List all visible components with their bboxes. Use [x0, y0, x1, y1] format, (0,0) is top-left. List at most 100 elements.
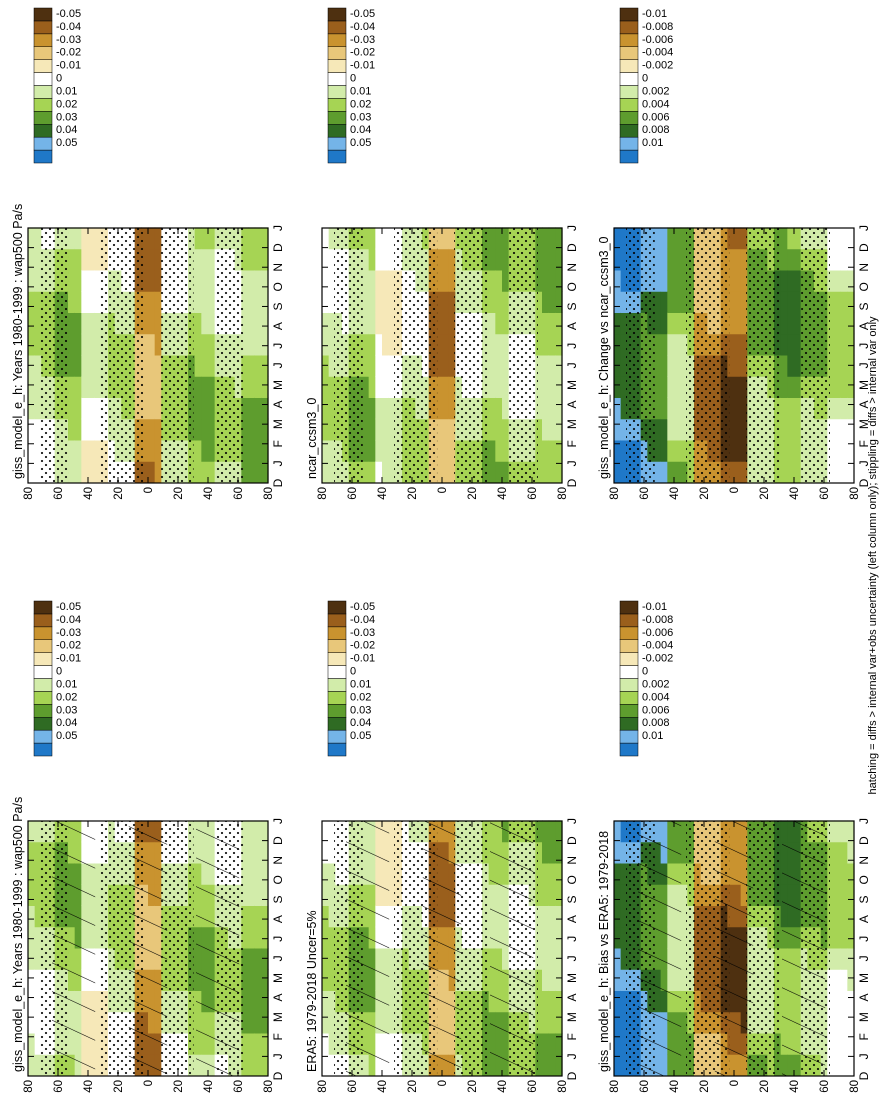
heat-cell	[261, 269, 269, 292]
heat-cell	[322, 248, 330, 271]
heat-cell	[834, 376, 842, 398]
chart-title: giss_model_e_h: Change vs ncar_ccsm3_0	[597, 236, 611, 479]
heat-cell	[88, 227, 96, 250]
heat-cell	[840, 376, 848, 398]
heat-cell	[542, 884, 550, 906]
heat-cell	[834, 1011, 842, 1034]
heat-cell	[368, 312, 376, 335]
heat-cell	[734, 354, 742, 377]
x-tick-label: N	[857, 856, 871, 865]
heat-cell	[555, 354, 563, 377]
heat-cell	[834, 397, 842, 420]
heat-cell	[208, 354, 216, 377]
heat-cell	[654, 269, 662, 292]
colorbar-swatch	[327, 85, 347, 99]
heat-cell	[261, 841, 269, 864]
x-tick-label: D	[271, 1071, 285, 1080]
heat-cell	[28, 439, 36, 462]
heat-cell	[614, 461, 622, 483]
colorbar-swatch	[327, 613, 347, 628]
stipple-region	[454, 228, 488, 483]
heat-cell	[28, 862, 36, 885]
heat-cell	[68, 269, 76, 292]
heat-cell	[847, 376, 855, 398]
colorbar-label: -0.01	[350, 653, 375, 665]
x-tick-label: D	[271, 478, 285, 487]
heat-cell	[555, 1054, 563, 1076]
heat-cell	[362, 291, 370, 313]
heat-cell	[368, 227, 376, 250]
heat-cell	[74, 418, 82, 441]
heat-cell	[322, 333, 330, 356]
colorbar-swatch	[619, 678, 639, 692]
heat-cell	[81, 291, 89, 313]
heat-cell	[248, 905, 256, 928]
x-tick-label: A	[565, 401, 579, 409]
heat-cell	[88, 397, 96, 420]
colorbar-label: 0	[350, 666, 356, 678]
y-tick-label: 60	[347, 487, 359, 500]
heat-cell	[248, 269, 256, 292]
heat-cell	[614, 841, 622, 864]
y-tick-label: 0	[729, 1080, 741, 1086]
heat-cell	[840, 397, 848, 420]
heat-cell	[261, 248, 269, 271]
heat-cell	[555, 926, 563, 949]
y-tick-label: 40	[83, 1080, 95, 1093]
colorbar-label: -0.03	[350, 34, 375, 46]
colorbar-label: 0.05	[350, 137, 371, 149]
heat-cell	[74, 376, 82, 398]
heat-cell	[201, 354, 209, 377]
heat-cell	[660, 248, 668, 271]
stipple-region	[801, 228, 831, 483]
colorbar-swatch	[619, 136, 639, 151]
heat-cell	[362, 248, 370, 271]
heat-cell	[847, 947, 855, 970]
colorbar-label: -0.04	[56, 21, 81, 33]
colorbar-swatch	[619, 85, 639, 99]
heat-cell	[660, 333, 668, 356]
heat-cell	[488, 291, 496, 313]
heat-cell	[654, 333, 662, 356]
stipple-region	[160, 821, 194, 1076]
y-tick-label: 80	[557, 1080, 569, 1093]
heat-cell	[495, 227, 503, 250]
heat-cell	[495, 418, 503, 441]
heat-cell	[88, 461, 96, 483]
heat-cell	[734, 376, 742, 398]
heat-cell	[502, 312, 510, 335]
stipple-region	[626, 228, 655, 483]
heat-cell	[495, 461, 503, 483]
x-tick-label: D	[857, 243, 871, 252]
heat-cell	[322, 1054, 330, 1076]
colorbar-label: -0.002	[642, 653, 673, 665]
heat-cell	[322, 969, 330, 991]
heat-cell	[254, 969, 262, 991]
heat-cell	[834, 354, 842, 377]
colorbar-swatch	[327, 639, 347, 653]
colorbar-swatch	[327, 20, 347, 35]
x-tick-label: M	[857, 380, 871, 390]
chart-panel-1: giss_model_e_h: Years 1980-1999 : wap500…	[11, 600, 285, 1093]
heat-cell	[442, 248, 450, 271]
x-tick-label: J	[565, 225, 579, 231]
heat-cell	[787, 248, 795, 271]
heat-cell	[660, 376, 668, 398]
heat-cell	[81, 376, 89, 398]
heat-cell	[248, 227, 256, 250]
y-tick-label: 40	[83, 487, 95, 500]
colorbar-label: 0	[56, 666, 62, 678]
y-tick-label: 20	[759, 487, 771, 500]
colorbar-swatch	[327, 98, 347, 112]
heat-cell	[660, 291, 668, 313]
heat-cell	[261, 884, 269, 906]
heat-cell	[502, 354, 510, 377]
heat-cell	[674, 312, 682, 335]
y-tick-label: 60	[819, 1080, 831, 1093]
heat-cell	[248, 884, 256, 906]
colorbar-label: 0	[642, 73, 648, 85]
heat-cell	[362, 312, 370, 335]
x-tick-label: A	[857, 401, 871, 409]
heat-cell	[847, 291, 855, 313]
x-tick-label: S	[857, 895, 871, 903]
